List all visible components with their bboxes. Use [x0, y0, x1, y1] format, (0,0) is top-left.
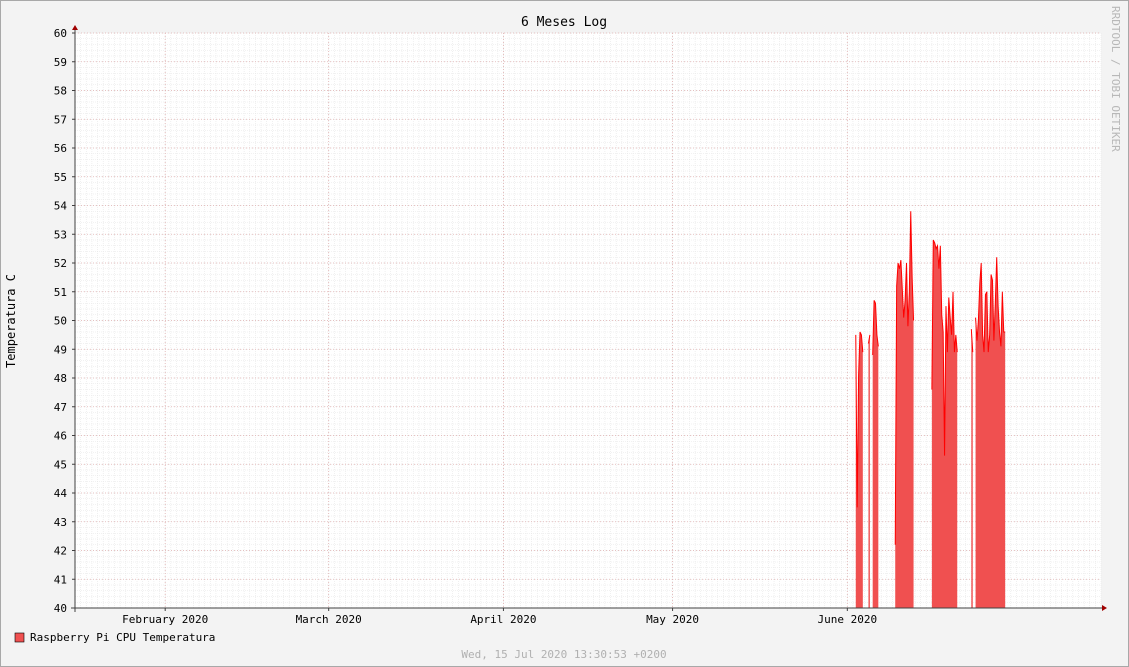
x-tick-label: February 2020 — [122, 613, 208, 626]
x-axis-arrow — [1102, 605, 1107, 611]
series-line-segment — [931, 239, 958, 456]
x-tick-label: June 2020 — [818, 613, 878, 626]
y-tick-label: 51 — [54, 286, 67, 299]
series-line-segment — [855, 331, 864, 508]
series-area-segment — [855, 332, 863, 608]
legend-label: Raspberry Pi CPU Temperatura — [30, 631, 215, 644]
rrdtool-watermark: RRDTOOL / TOBI OETIKER — [1109, 6, 1122, 152]
y-tick-label: 48 — [54, 372, 67, 385]
y-tick-label: 43 — [54, 516, 67, 529]
y-tick-label: 56 — [54, 142, 67, 155]
series-area-segment — [872, 300, 879, 608]
x-tick-labels: February 2020 March 2020 April 2020 May 202… — [122, 608, 877, 626]
x-tick-label: May 2020 — [646, 613, 699, 626]
series-line-segment — [894, 211, 915, 545]
y-tick-label: 59 — [54, 56, 67, 69]
x-tick-label: March 2020 — [296, 613, 362, 626]
y-tick-label: 44 — [54, 487, 68, 500]
series-area-segment — [971, 329, 973, 608]
y-tick-label: 53 — [54, 228, 67, 241]
y-tick-label: 55 — [54, 171, 67, 184]
y-tick-label: 45 — [54, 458, 67, 471]
y-tick-label: 54 — [54, 200, 68, 213]
y-tick-labels: 40 41 42 43 44 45 46 47 48 49 50 51 52 53 54 55 56 57 58 59… — [54, 27, 75, 615]
x-tick-label: April 2020 — [470, 613, 536, 626]
y-tick-label: 46 — [54, 430, 67, 443]
y-tick-label: 57 — [54, 113, 67, 126]
legend: Raspberry Pi CPU Temperatura — [14, 631, 215, 644]
y-tick-label: 52 — [54, 257, 67, 270]
y-tick-label: 40 — [54, 602, 67, 615]
series-line-segment — [867, 334, 871, 344]
series-line-segment — [975, 257, 1006, 353]
y-tick-label: 49 — [54, 343, 67, 356]
y-axis-label: Temperatura C — [4, 274, 18, 368]
y-tick-label: 50 — [54, 315, 67, 328]
y-tick-label: 60 — [54, 27, 67, 40]
y-axis-arrow — [72, 25, 78, 30]
timestamp-footer: Wed, 15 Jul 2020 13:30:53 +0200 — [461, 648, 666, 661]
plot-area: 40 41 42 43 44 45 46 47 48 49 50 51 52 53 54 55 56 57 58 59… — [54, 25, 1107, 626]
series-line-segment — [872, 300, 879, 356]
series-line-segment — [970, 329, 974, 353]
chart-title: 6 Meses Log — [521, 15, 607, 30]
series-layer — [855, 211, 1006, 608]
legend-swatch — [14, 632, 25, 643]
y-tick-label: 58 — [54, 85, 67, 98]
series-area-segment — [868, 334, 870, 608]
y-tick-label: 41 — [54, 573, 67, 586]
axes — [71, 25, 1107, 612]
y-tick-label: 42 — [54, 545, 67, 558]
y-tick-label: 47 — [54, 401, 67, 414]
